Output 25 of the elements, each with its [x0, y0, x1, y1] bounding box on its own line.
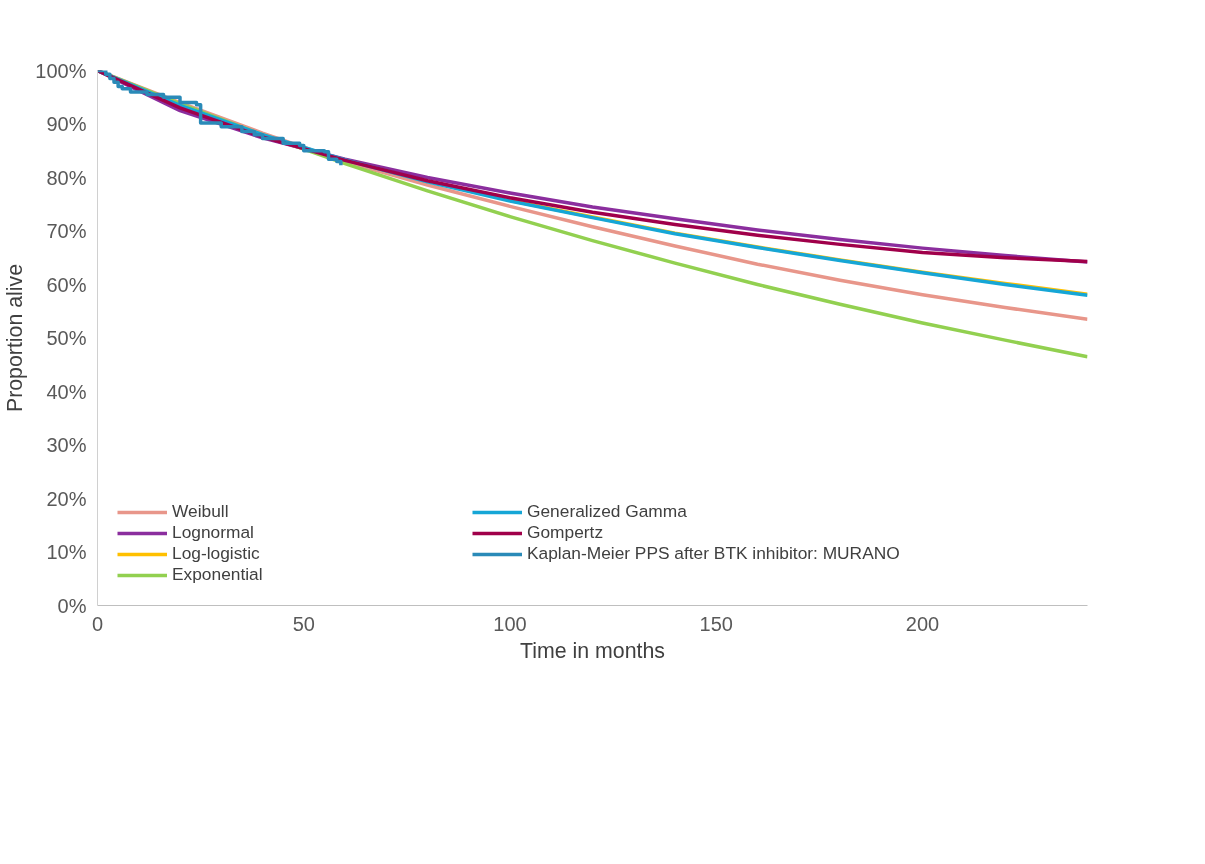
y-tick-label: 60% — [46, 273, 87, 296]
legend-label: Log-logistic — [172, 543, 261, 564]
legend-label: Gompertz — [527, 522, 605, 543]
x-axis-title: Time in months — [520, 638, 665, 663]
y-axis-title: Proportion alive — [3, 263, 28, 413]
legend-label: Generalized Gamma — [527, 501, 688, 522]
x-tick-label: 150 — [699, 612, 733, 635]
y-tick-label: 50% — [46, 327, 87, 349]
y-tick-label: 20% — [46, 487, 87, 510]
legend-label: Lognormal — [172, 522, 255, 543]
y-tick-label: 0% — [57, 594, 87, 617]
x-tick-label: 50 — [292, 612, 315, 635]
y-tick-label: 40% — [46, 380, 87, 403]
y-tick-label: 10% — [46, 541, 87, 563]
y-tick-label: 70% — [46, 220, 87, 242]
x-tick-label: 100 — [493, 612, 527, 635]
y-tick-label: 100% — [35, 59, 87, 82]
x-tick-label: 200 — [905, 612, 940, 635]
y-tick-label: 90% — [46, 113, 87, 135]
x-tick-label: 0 — [91, 612, 104, 635]
legend-label: Exponential — [172, 564, 264, 585]
y-tick-label: 30% — [46, 434, 87, 456]
legend-label: Weibull — [172, 501, 230, 522]
legend-label: Kaplan-Meier PPS after BTK inhibitor: MURANO — [527, 543, 900, 564]
y-tick-label: 80% — [46, 166, 87, 189]
